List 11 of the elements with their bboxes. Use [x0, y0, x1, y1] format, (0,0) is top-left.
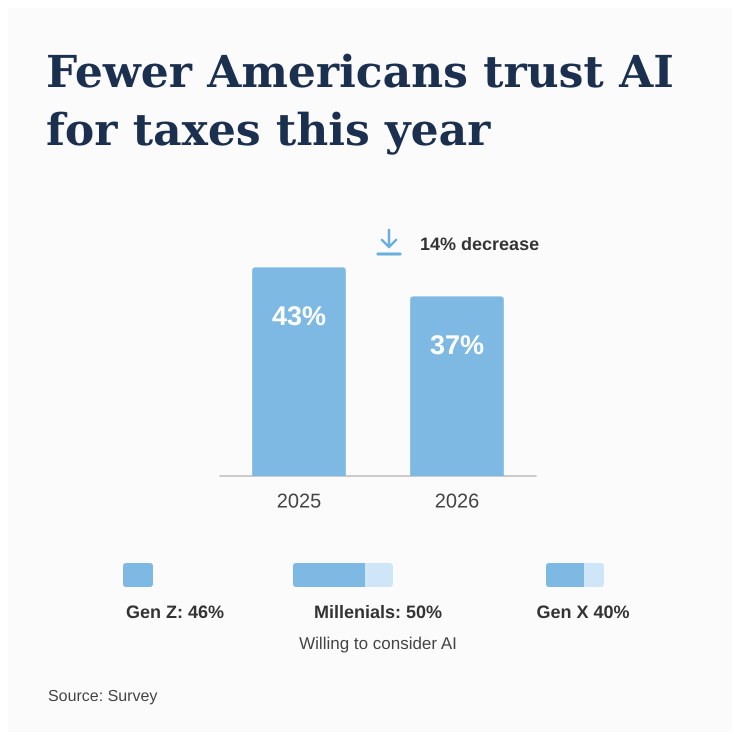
x-tick-label: 2026: [434, 490, 480, 513]
text: Millenials: 50%: [312, 602, 444, 623]
text: Gen Z: 46%: [124, 602, 226, 623]
x-tick-label: 2025: [276, 490, 322, 513]
chart-title: Fewer Americans trust AI for taxes this year: [46, 46, 675, 158]
text: Willing to consider AI: [298, 634, 458, 654]
text: Gen X 40%: [535, 602, 631, 623]
source-note: Source: Survey: [48, 688, 158, 706]
text: 14% decrease: [420, 234, 540, 255]
data-label: 37%: [430, 330, 484, 360]
data-label: 43%: [272, 301, 326, 332]
